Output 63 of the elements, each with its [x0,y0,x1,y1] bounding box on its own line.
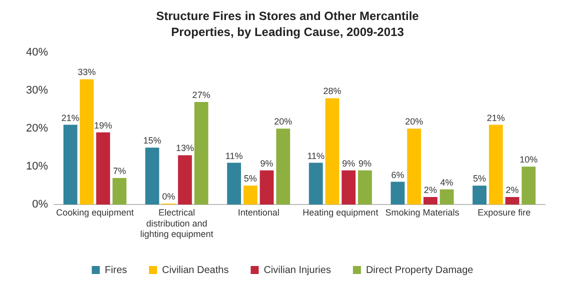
data-label: 20% [274,116,292,127]
data-label: 10% [520,154,538,165]
legend-label: Civilian Injuries [264,264,331,276]
bar [358,170,372,205]
data-label: 33% [78,67,96,78]
data-label: 2% [506,184,519,195]
y-tick-label: 0% [32,198,48,211]
chart-title: Structure Fires in Stores and Other Mercantile Properties, by Leading Cause, 2009-2013 [155,8,420,40]
y-tick-label: 40% [26,46,48,59]
bar [423,197,438,205]
bar [522,166,536,205]
bar [407,128,422,205]
x-tick-label: Heating equipment [302,207,379,218]
data-label: 9% [358,158,372,168]
bar [325,98,340,205]
data-label: 13% [176,143,194,154]
data-label: 6% [391,170,404,180]
bar [80,79,94,205]
bar [227,162,241,205]
bar [112,178,126,205]
bar [178,155,192,205]
bar [145,148,160,205]
y-tick-label: 10% [26,160,48,173]
data-label: 19% [94,120,112,130]
bar [96,132,110,205]
data-label: 11% [225,150,243,161]
x-tick-label: Smoking Materials [385,207,460,218]
data-label: 0% [162,192,176,202]
x-tick-label: Intentional [238,207,280,218]
data-label: 2% [424,184,437,195]
data-label: 28% [323,86,342,96]
data-label: 9% [260,158,274,168]
legend-label: Direct Property Damage [366,264,474,276]
x-tick-label: Cooking equipment [56,207,134,218]
bar [342,170,356,205]
legend-label: Fires [104,264,128,276]
data-label: 9% [342,158,356,168]
data-label: 20% [405,116,424,127]
bar [243,186,258,205]
data-label: 7% [112,166,126,176]
bar [390,182,405,205]
data-label: 5% [473,174,486,184]
bar [488,124,503,205]
x-tick-label: Exposure fire [478,207,531,218]
data-label: 5% [244,174,257,184]
bar [308,162,323,205]
bar [63,124,78,205]
bar [472,186,486,205]
data-label: 11% [307,150,325,161]
y-tick-label: 20% [26,122,48,135]
bar [194,102,208,205]
data-label: 27% [192,90,210,100]
bar [276,128,290,205]
legend-label: Civilian Deaths [162,264,229,276]
data-label: 21% [61,112,80,123]
data-label: 21% [486,112,505,123]
bar [440,189,454,205]
data-label: 15% [143,136,162,146]
x-tick-label: Electrical distribution and lighting equipment [140,207,214,240]
y-tick-label: 30% [26,84,48,97]
bar [260,170,274,205]
data-label: 4% [440,177,454,188]
bar [505,197,520,205]
